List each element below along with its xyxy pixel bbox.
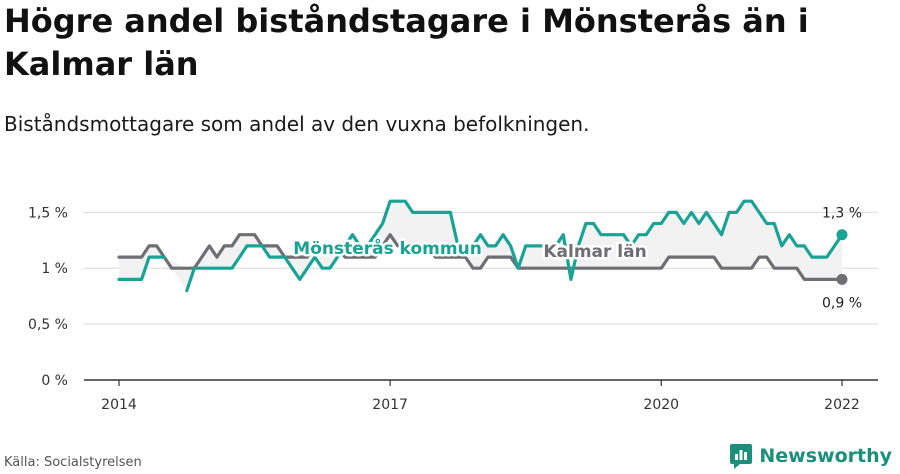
- x-tick-label: 2022: [824, 397, 860, 413]
- y-tick-label: 1 %: [41, 261, 68, 277]
- series-name-monsteras-halo: Mönsterås kommun: [293, 237, 482, 259]
- source-note: Källa: Socialstyrelsen: [4, 455, 142, 470]
- brand-logo: Newsworthy: [729, 442, 892, 470]
- chart-subtitle: Biståndsmottagare som andel av den vuxna…: [4, 112, 590, 136]
- end-point-kalmar-lan: [836, 273, 848, 285]
- end-label-kalmar-lan: 0,9 %: [822, 295, 862, 311]
- x-tick-label: 2020: [643, 397, 679, 413]
- newsworthy-logo-icon: [730, 444, 753, 469]
- series-lines: [117, 199, 848, 293]
- x-tick-label: 2014: [101, 397, 137, 413]
- y-tick-label: 0,5 %: [28, 317, 68, 333]
- y-tick-label: 1,5 %: [28, 205, 68, 221]
- x-axis: 2014 2017 2020 2022: [84, 379, 878, 413]
- end-point-monsteras: [836, 229, 848, 241]
- series-line-monsteras: [117, 199, 844, 293]
- series-name-kalmar-lan: Kalmar län: [543, 242, 646, 262]
- y-tick-label: 0 %: [41, 373, 68, 389]
- series-name-monsteras: Mönsterås kommun: [293, 237, 482, 259]
- series-line-kalmar-lan: [117, 233, 844, 281]
- brand-name: Newsworthy: [759, 445, 892, 467]
- y-axis: 0 % 0,5 % 1 % 1,5 %: [28, 205, 68, 389]
- end-label-monsteras: 1,3 %: [822, 206, 862, 222]
- chart-title: Högre andel biståndstagare i Mönsterås ä…: [4, 2, 809, 83]
- series-name-kalmar-lan-halo: Kalmar län: [543, 242, 646, 262]
- x-tick-label: 2017: [372, 397, 408, 413]
